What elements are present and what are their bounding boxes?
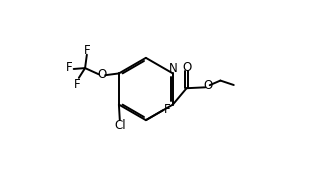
- Text: O: O: [182, 61, 191, 74]
- Text: F: F: [74, 78, 80, 91]
- Text: Cl: Cl: [114, 119, 126, 132]
- Text: F: F: [83, 44, 90, 57]
- Text: O: O: [97, 68, 107, 81]
- Text: F: F: [164, 103, 170, 116]
- Text: N: N: [169, 62, 178, 75]
- Text: F: F: [66, 61, 73, 74]
- Text: O: O: [204, 79, 213, 92]
